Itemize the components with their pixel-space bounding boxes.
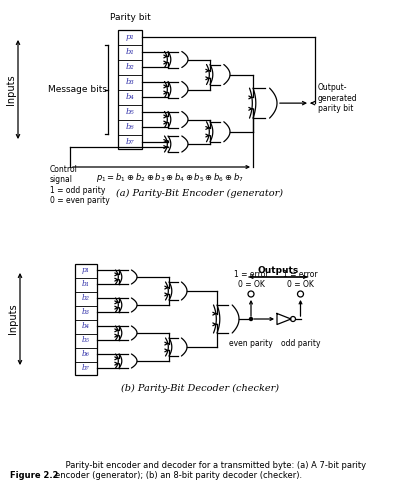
Text: 1 = error
0 = OK: 1 = error 0 = OK bbox=[234, 270, 268, 289]
Text: b₁: b₁ bbox=[82, 280, 90, 288]
Bar bbox=[118, 30, 142, 149]
Text: b₄: b₄ bbox=[82, 322, 90, 330]
Text: b₇: b₇ bbox=[126, 138, 134, 146]
Text: b₆: b₆ bbox=[82, 350, 90, 358]
Text: Output-
generated
parity bit: Output- generated parity bit bbox=[318, 83, 358, 113]
Text: Figure 2.2: Figure 2.2 bbox=[10, 471, 58, 480]
Text: odd parity: odd parity bbox=[281, 339, 320, 348]
Text: b₇: b₇ bbox=[82, 364, 90, 372]
Text: b₃: b₃ bbox=[82, 308, 90, 316]
Text: b₁: b₁ bbox=[126, 48, 134, 56]
Text: Parity bit: Parity bit bbox=[110, 13, 150, 22]
Text: Inputs: Inputs bbox=[8, 304, 18, 334]
Circle shape bbox=[250, 317, 252, 320]
Text: (a) Parity-Bit Encoder (generator): (a) Parity-Bit Encoder (generator) bbox=[116, 188, 284, 198]
Text: $p_1 = b_1 \oplus b_2 \oplus b_3 \oplus b_4 \oplus b_5 \oplus b_6 \oplus b_7$: $p_1 = b_1 \oplus b_2 \oplus b_3 \oplus … bbox=[96, 171, 244, 184]
Text: b₅: b₅ bbox=[126, 108, 134, 116]
Text: Parity-bit encoder and decoder for a transmitted byte: (a) A 7-bit parity
encode: Parity-bit encoder and decoder for a tra… bbox=[55, 461, 366, 480]
Text: Control
signal
1 = odd parity
0 = even parity: Control signal 1 = odd parity 0 = even p… bbox=[50, 165, 110, 205]
Text: p₁: p₁ bbox=[126, 33, 134, 41]
Text: b₅: b₅ bbox=[82, 336, 90, 344]
Text: b₃: b₃ bbox=[126, 78, 134, 86]
Text: 1 = error
0 = OK: 1 = error 0 = OK bbox=[283, 270, 318, 289]
Text: Inputs: Inputs bbox=[6, 74, 16, 105]
Text: b₂: b₂ bbox=[82, 294, 90, 302]
Text: Outputs: Outputs bbox=[258, 266, 299, 275]
Text: b₄: b₄ bbox=[126, 93, 134, 101]
Text: (b) Parity-Bit Decoder (checker): (b) Parity-Bit Decoder (checker) bbox=[121, 384, 279, 393]
Text: p₁: p₁ bbox=[82, 266, 90, 274]
Text: b₂: b₂ bbox=[126, 63, 134, 71]
Text: Message bits: Message bits bbox=[48, 85, 108, 94]
Text: b₆: b₆ bbox=[126, 123, 134, 131]
Bar bbox=[75, 264, 97, 374]
Text: even parity: even parity bbox=[229, 339, 273, 348]
